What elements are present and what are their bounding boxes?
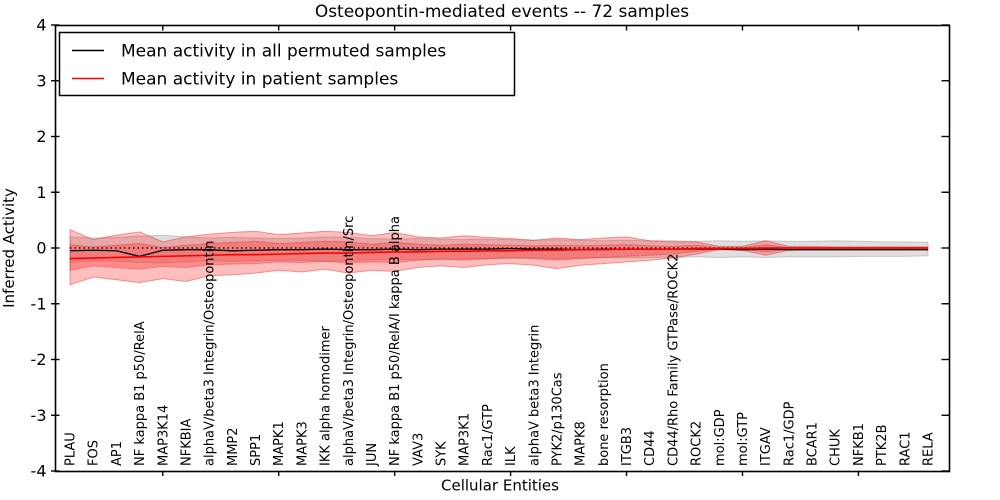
y-tick-label: -3 xyxy=(31,406,47,425)
x-category-label: bone resorption xyxy=(597,363,612,466)
x-category-label: PTK2B xyxy=(875,425,890,467)
y-tick-label: 1 xyxy=(36,183,46,202)
x-category-label: VAV3 xyxy=(411,433,426,466)
x-category-label: SPP1 xyxy=(249,434,264,466)
x-category-label: BCAR1 xyxy=(806,422,821,466)
x-category-label: NF kappa B1 p50/RelA xyxy=(133,321,148,466)
x-category-label: Rac1/GDP xyxy=(782,401,797,466)
x-category-label: JUN xyxy=(365,443,380,467)
x-category-label: NF kappa B1 p50/RelA/I kappa B alpha xyxy=(388,216,403,466)
x-category-label: NFKB1 xyxy=(852,423,867,466)
x-category-label: mol:GDP xyxy=(713,409,728,466)
line-patient-mean xyxy=(69,247,928,260)
x-category-label: CD44/Rho Family GTPase/ROCK2 xyxy=(666,254,681,466)
x-category-label: RELA xyxy=(922,432,937,466)
x-category-label: MMP2 xyxy=(226,427,241,466)
y-tick-label: 3 xyxy=(36,71,46,90)
x-category-label: MAPK8 xyxy=(574,421,589,466)
y-tick-label: 2 xyxy=(36,127,46,146)
x-category-label: Rac1/GTP xyxy=(481,404,496,466)
x-category-label: PLAU xyxy=(64,432,79,466)
legend-label-patient-samples: Mean activity in patient samples xyxy=(121,70,398,90)
y-axis-label: Inferred Activity xyxy=(0,188,18,308)
x-category-label: alphaV/beta3 Integrin/Osteopontin xyxy=(203,241,218,466)
x-category-label: alphaV beta3 Integrin xyxy=(527,325,542,466)
y-tick-label: 4 xyxy=(36,16,46,35)
x-category-label: PYK2/p130Cas xyxy=(550,372,565,466)
x-category-label: ITGB3 xyxy=(620,427,635,466)
y-tick-label: -2 xyxy=(31,350,47,369)
x-category-label: alphaV/beta3 Integrin/Osteopontin/Src xyxy=(342,216,357,466)
x-category-label: MAPK3 xyxy=(295,421,310,466)
x-category-label: ILK xyxy=(504,446,519,466)
y-tick-label: -4 xyxy=(31,462,47,481)
x-category-label: mol:GTP xyxy=(736,412,751,466)
x-category-label: MAP3K14 xyxy=(156,405,171,466)
legend-label-permuted-samples: Mean activity in all permuted samples xyxy=(121,42,446,62)
x-category-label: FOS xyxy=(87,440,102,466)
x-category-label: ITGAV xyxy=(759,427,774,466)
x-category-label: NFKBIA xyxy=(179,419,194,466)
chart-title: Osteopontin-mediated events -- 72 sample… xyxy=(315,2,689,22)
x-category-label: SYK xyxy=(435,441,450,466)
plot-area: 4 3 2 1 0 -1 -2 -3 -4 PLAU FOS AP1 NF kappa B1 p50/R… xyxy=(31,16,951,481)
y-tick-label: -1 xyxy=(31,294,47,313)
x-category-label: MAP3K1 xyxy=(458,413,473,466)
x-category-label: ROCK2 xyxy=(690,421,705,466)
x-category-label: RAC1 xyxy=(898,431,913,466)
line-permuted-mean xyxy=(69,247,928,258)
x-category-label: IKK alpha homodimer xyxy=(319,325,334,466)
x-category-label: AP1 xyxy=(110,441,125,466)
legend-box xyxy=(58,31,516,97)
x-category-label: CD44 xyxy=(643,430,658,466)
x-category-label: MAPK1 xyxy=(272,421,287,466)
x-axis-label: Cellular Entities xyxy=(441,477,559,495)
x-category-label: CHUK xyxy=(829,429,844,466)
legend: Mean activity in all permuted samples Me… xyxy=(58,31,516,97)
y-tick-label: 0 xyxy=(36,239,46,258)
